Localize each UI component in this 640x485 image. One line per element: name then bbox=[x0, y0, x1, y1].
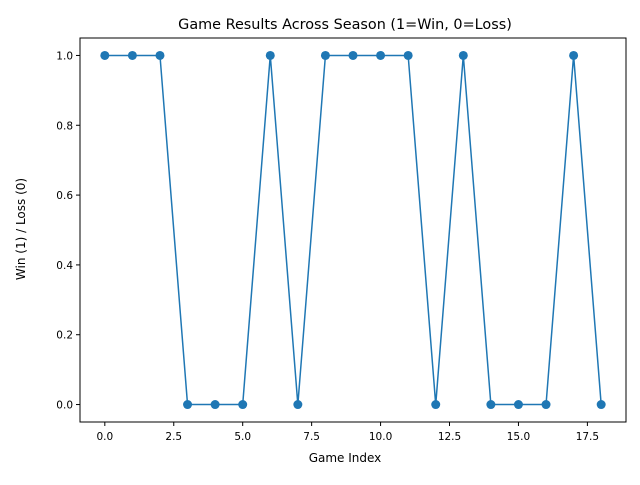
x-tick-label: 12.5 bbox=[438, 431, 461, 443]
data-point bbox=[100, 50, 110, 60]
x-tick-label: 15.0 bbox=[507, 431, 530, 443]
data-point bbox=[541, 400, 551, 410]
data-point bbox=[293, 400, 303, 410]
data-point bbox=[569, 50, 579, 60]
data-point bbox=[596, 400, 606, 410]
data-point bbox=[127, 50, 137, 60]
plot-area-frame bbox=[79, 37, 627, 423]
y-tick-label: 0.0 bbox=[56, 400, 73, 412]
y-tick-label: 0.8 bbox=[56, 120, 73, 132]
data-point bbox=[403, 50, 413, 60]
x-tick-label: 0.0 bbox=[96, 431, 113, 443]
x-tick-label: 5.0 bbox=[234, 431, 251, 443]
data-point bbox=[513, 400, 523, 410]
data-point bbox=[348, 50, 358, 60]
x-tick-label: 10.0 bbox=[369, 431, 392, 443]
x-axis-label: Game Index bbox=[309, 451, 382, 465]
chart-title: Game Results Across Season (1=Win, 0=Los… bbox=[178, 17, 512, 33]
data-point bbox=[376, 50, 386, 60]
y-axis-label: Win (1) / Loss (0) bbox=[14, 178, 28, 280]
y-tick-label: 0.2 bbox=[56, 330, 73, 342]
data-point bbox=[431, 400, 441, 410]
x-tick-label: 17.5 bbox=[576, 431, 599, 443]
data-point bbox=[265, 50, 275, 60]
data-point bbox=[210, 400, 220, 410]
data-point bbox=[486, 400, 496, 410]
y-tick-label: 0.6 bbox=[56, 190, 73, 202]
y-tick-label: 1.0 bbox=[56, 50, 73, 62]
data-point bbox=[155, 50, 165, 60]
data-point bbox=[183, 400, 193, 410]
x-tick-label: 2.5 bbox=[165, 431, 182, 443]
x-tick-label: 7.5 bbox=[303, 431, 320, 443]
data-point bbox=[238, 400, 248, 410]
data-series bbox=[100, 50, 606, 410]
axes-ticks: 0.0 2.5 5.0 7.5 10.0 12.5 15.0 17.5 0.0 0.2 0.4 0.6… bbox=[56, 50, 599, 443]
data-point bbox=[458, 50, 468, 60]
data-point bbox=[320, 50, 330, 60]
y-tick-label: 0.4 bbox=[56, 260, 73, 272]
